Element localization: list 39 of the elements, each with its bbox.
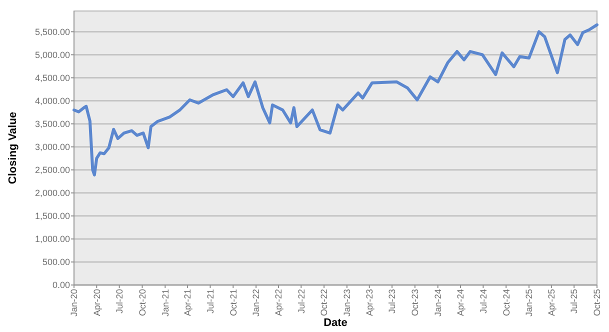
x-tick-label: Oct-21 (228, 289, 238, 316)
x-tick-label: Jul-25 (569, 289, 580, 314)
y-tick-label: 2,500.00 (34, 165, 70, 176)
x-tick-label: Oct-24 (501, 289, 512, 316)
x-tick-label: Jul-24 (478, 289, 488, 314)
x-tick-label: Oct-20 (137, 289, 148, 316)
x-axis-title: Date (324, 317, 348, 329)
x-tick-label: Apr-23 (364, 289, 375, 316)
y-tick-label: 4,500.00 (34, 72, 70, 83)
y-tick-label: 1,000.00 (34, 234, 70, 244)
x-tick-label: Apr-20 (92, 289, 102, 316)
x-tick-label: Apr-25 (546, 289, 557, 316)
x-tick-label: Oct-22 (319, 289, 330, 316)
y-tick-label: 1,500.00 (34, 211, 70, 222)
x-tick-label: Jan-23 (342, 289, 352, 317)
y-tick-label: 500.00 (42, 257, 70, 268)
x-tick-label: Jan-22 (251, 289, 262, 317)
y-tick-label: 5,000.00 (34, 50, 70, 60)
y-tick-label: 0.00 (52, 280, 70, 290)
x-tick-label: Jan-24 (433, 289, 444, 317)
y-axis-title: Closing Value (7, 112, 19, 184)
y-tick-label: 3,000.00 (34, 142, 70, 152)
x-tick-label: Apr-22 (274, 289, 284, 316)
x-tick-label: Jul-21 (205, 289, 216, 314)
x-tick-label: Apr-24 (456, 289, 466, 316)
x-tick-label: Jan-25 (524, 289, 534, 317)
y-tick-label: 2,000.00 (34, 188, 70, 198)
y-tick-label: 4,000.00 (34, 96, 70, 106)
x-tick-label: Oct-23 (410, 289, 420, 316)
x-tick-label: Jul-20 (114, 289, 124, 314)
y-tick-label: 5,500.00 (34, 26, 70, 37)
y-tick-label: 3,500.00 (34, 118, 70, 129)
x-tick-label: Oct-25 (592, 289, 602, 316)
x-tick-label: Jul-23 (387, 289, 398, 314)
x-tick-label: Apr-21 (182, 289, 193, 316)
x-tick-label: Jan-21 (160, 289, 170, 317)
line-series (72, 23, 598, 176)
x-tick-label: Jan-20 (69, 289, 80, 317)
x-tick-label: Jul-22 (296, 289, 306, 314)
